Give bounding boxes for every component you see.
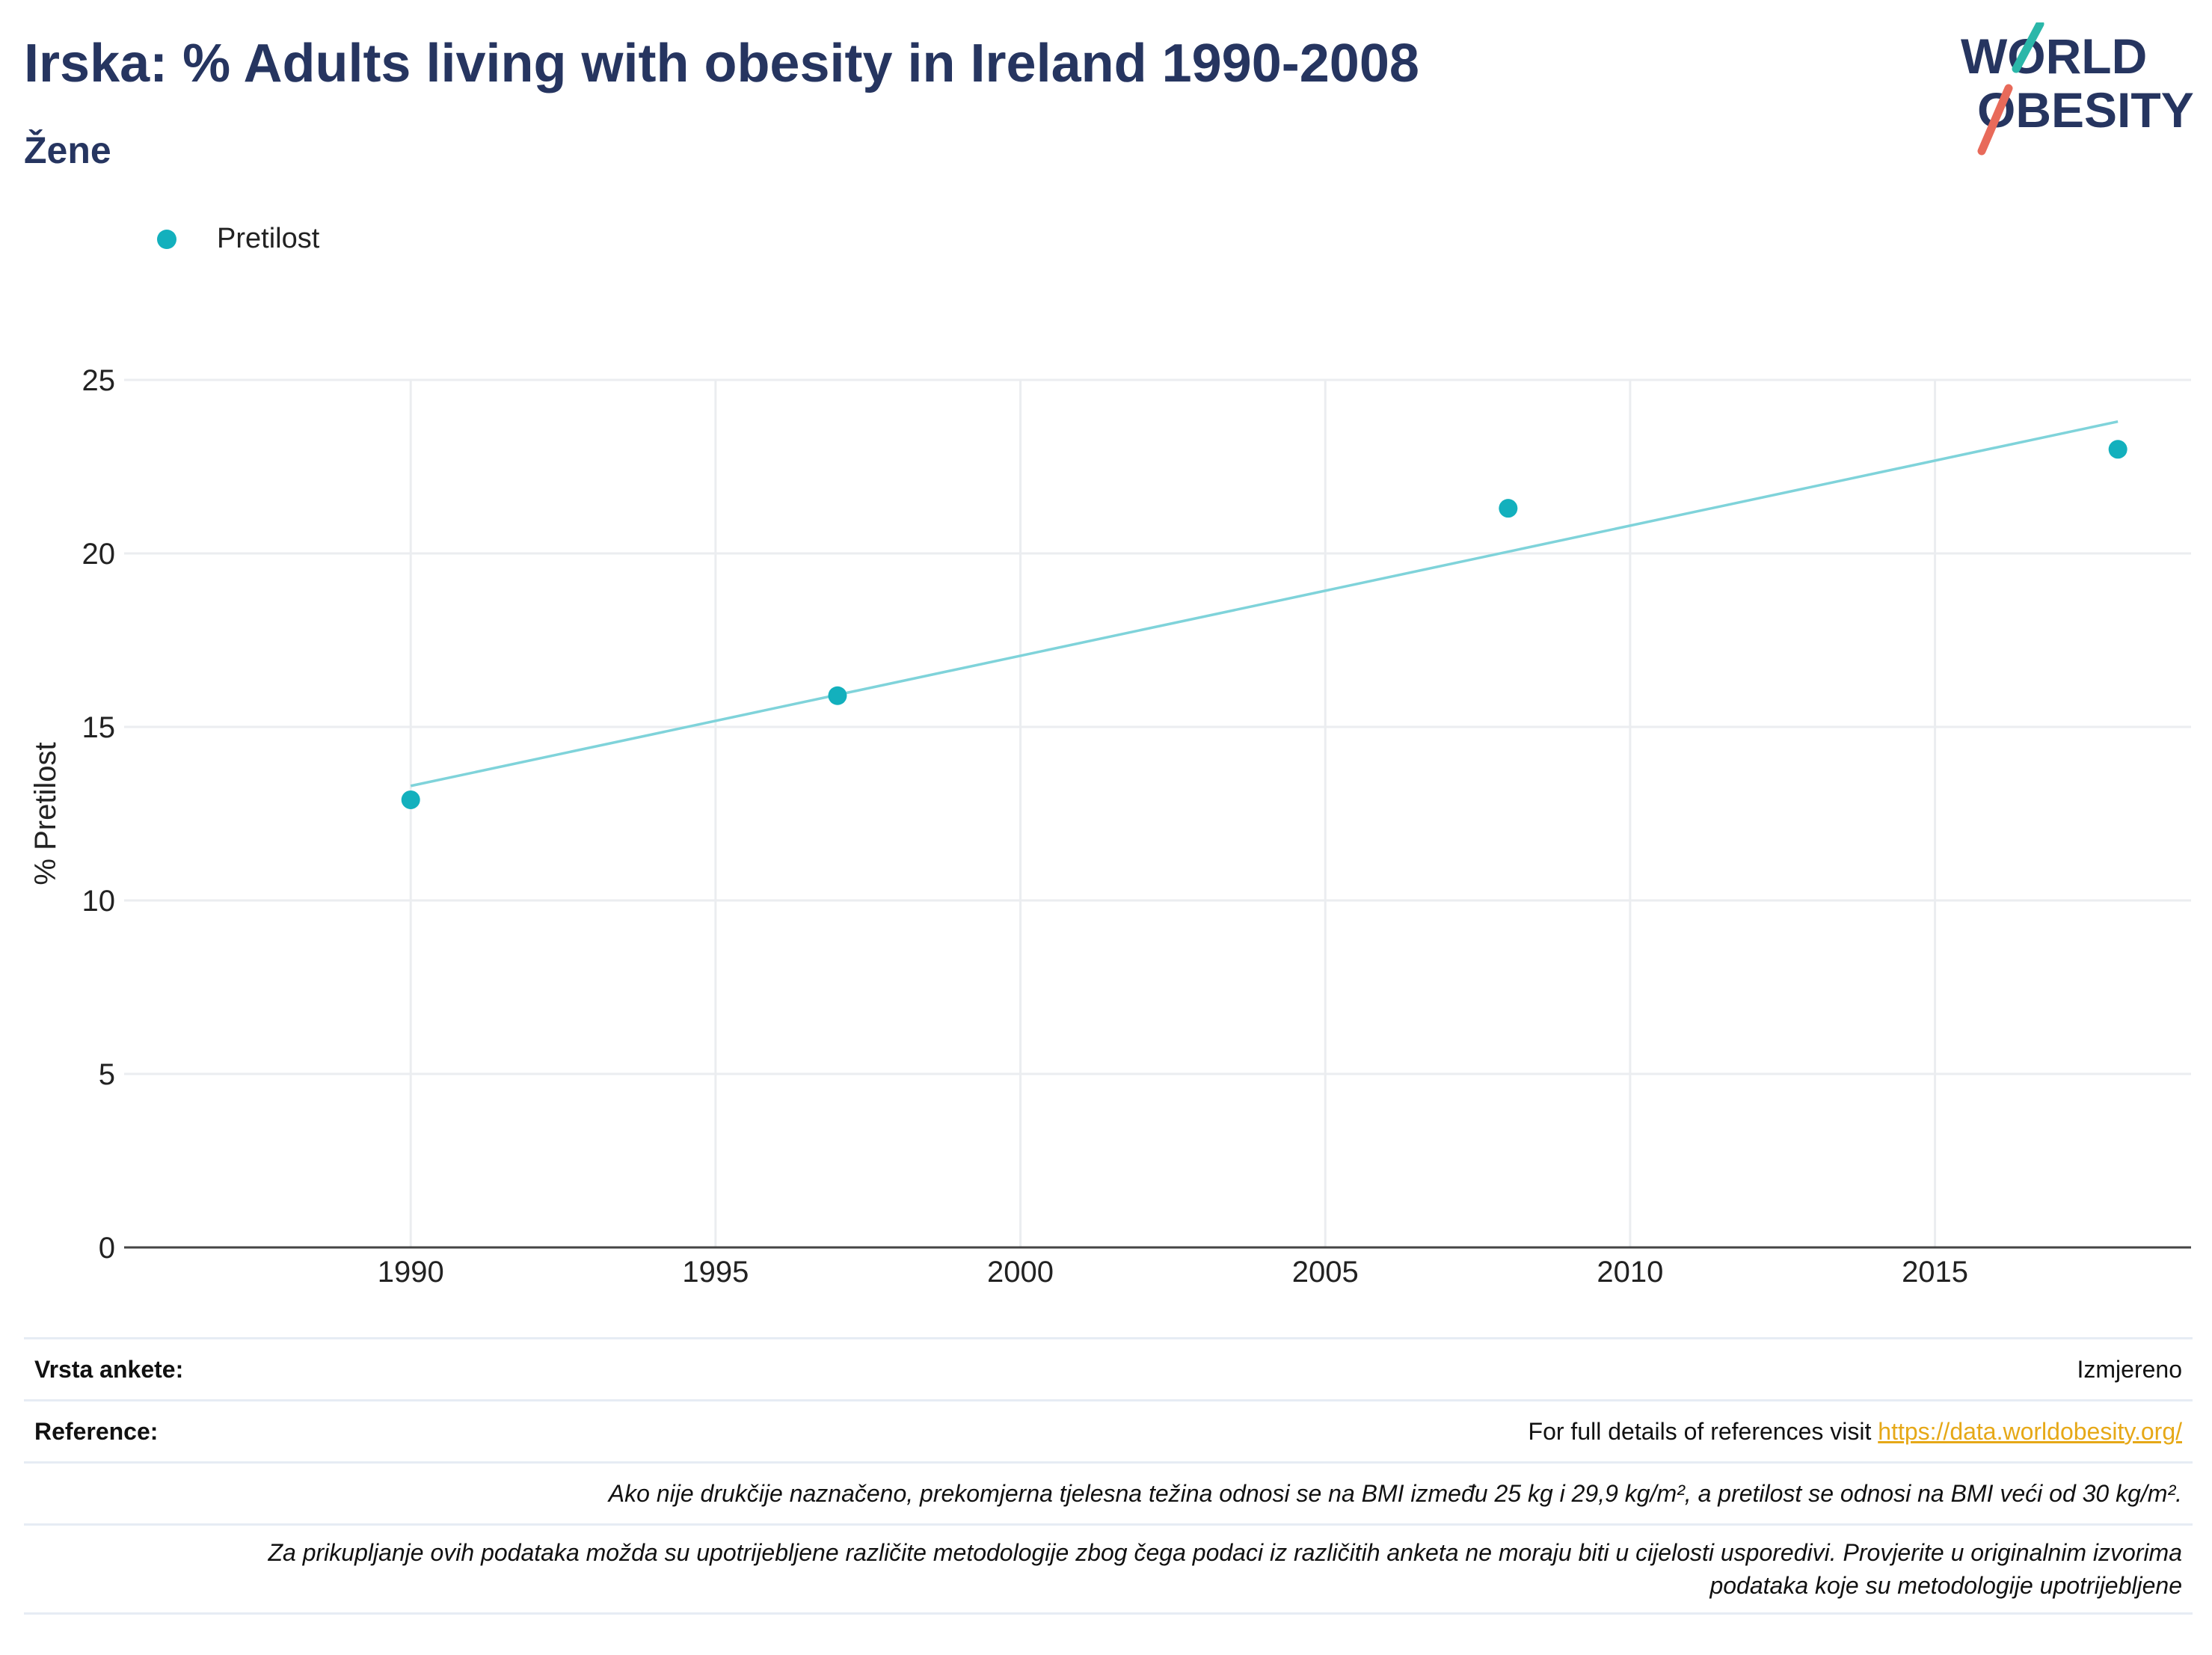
methodology-note: Za prikupljanje ovih podataka možda su u…	[268, 1536, 2182, 1602]
chart-title: Irska: % Adults living with obesity in I…	[24, 34, 1419, 93]
data-point	[1499, 499, 1518, 518]
x-tick-label: 1990	[378, 1256, 444, 1289]
trend-line	[410, 420, 2119, 787]
survey-type-row: Vrsta ankete: Izmjereno	[24, 1337, 2193, 1399]
x-tick-label: 2000	[987, 1256, 1054, 1289]
references-link[interactable]: https://data.worldobesity.org/	[1878, 1417, 2182, 1445]
chart-subtitle: Žene	[24, 129, 111, 171]
y-tick-label: 25	[82, 364, 116, 397]
logo-text-obesity: OBESITY	[1977, 82, 2194, 138]
references-text: For full details of references visit	[1528, 1417, 1878, 1445]
references-text-wrap: For full details of references visit htt…	[1529, 1418, 2182, 1446]
references-row: Reference: For full details of reference…	[24, 1399, 2193, 1461]
methodology-note-line-2: podataka koje su metodologije upotrijebl…	[1709, 1572, 2182, 1599]
logo-slash-bottom	[1977, 84, 2013, 156]
methodology-note-line-1: Za prikupljanje ovih podataka možda su u…	[268, 1539, 2182, 1566]
data-point	[828, 686, 847, 705]
y-tick-label: 20	[82, 538, 116, 571]
y-tick-label: 10	[82, 885, 116, 918]
chart-footer: Vrsta ankete: Izmjereno Reference: For f…	[24, 1337, 2193, 1615]
references-label: Reference:	[34, 1417, 159, 1445]
y-tick-label: 0	[99, 1232, 115, 1265]
survey-type-label: Vrsta ankete:	[34, 1355, 184, 1383]
logo-slash-top	[2012, 22, 2044, 73]
x-tick-label: 2015	[1902, 1256, 1968, 1289]
definition-note-row: Ako nije drukčije naznačeno, prekomjerna…	[24, 1461, 2193, 1523]
definition-note: Ako nije drukčije naznačeno, prekomjerna…	[608, 1479, 2182, 1507]
methodology-note-row: Za prikupljanje ovih podataka možda su u…	[24, 1523, 2193, 1615]
y-tick-label: 5	[99, 1058, 115, 1091]
x-tick-label: 2010	[1597, 1256, 1663, 1289]
world-obesity-logo: WORLD OBESITY	[1961, 22, 2194, 156]
y-tick-label: 15	[82, 711, 116, 744]
scatter-chart: 1990 1995 2000 2005 2010 2015 0 5 10 15 20 25 % Pret…	[29, 364, 2191, 1289]
data-point	[2108, 440, 2127, 459]
chart-legend: Pretilost	[157, 223, 319, 255]
logo-text-world: WORLD	[1961, 28, 2147, 84]
data-point	[401, 790, 420, 809]
survey-type-value: Izmjereno	[2077, 1355, 2183, 1383]
legend-marker	[157, 229, 176, 249]
x-tick-label: 1995	[682, 1256, 749, 1289]
y-axis-title: % Pretilost	[29, 742, 62, 885]
x-tick-label: 2005	[1292, 1256, 1359, 1289]
legend-label: Pretilost	[217, 223, 320, 254]
